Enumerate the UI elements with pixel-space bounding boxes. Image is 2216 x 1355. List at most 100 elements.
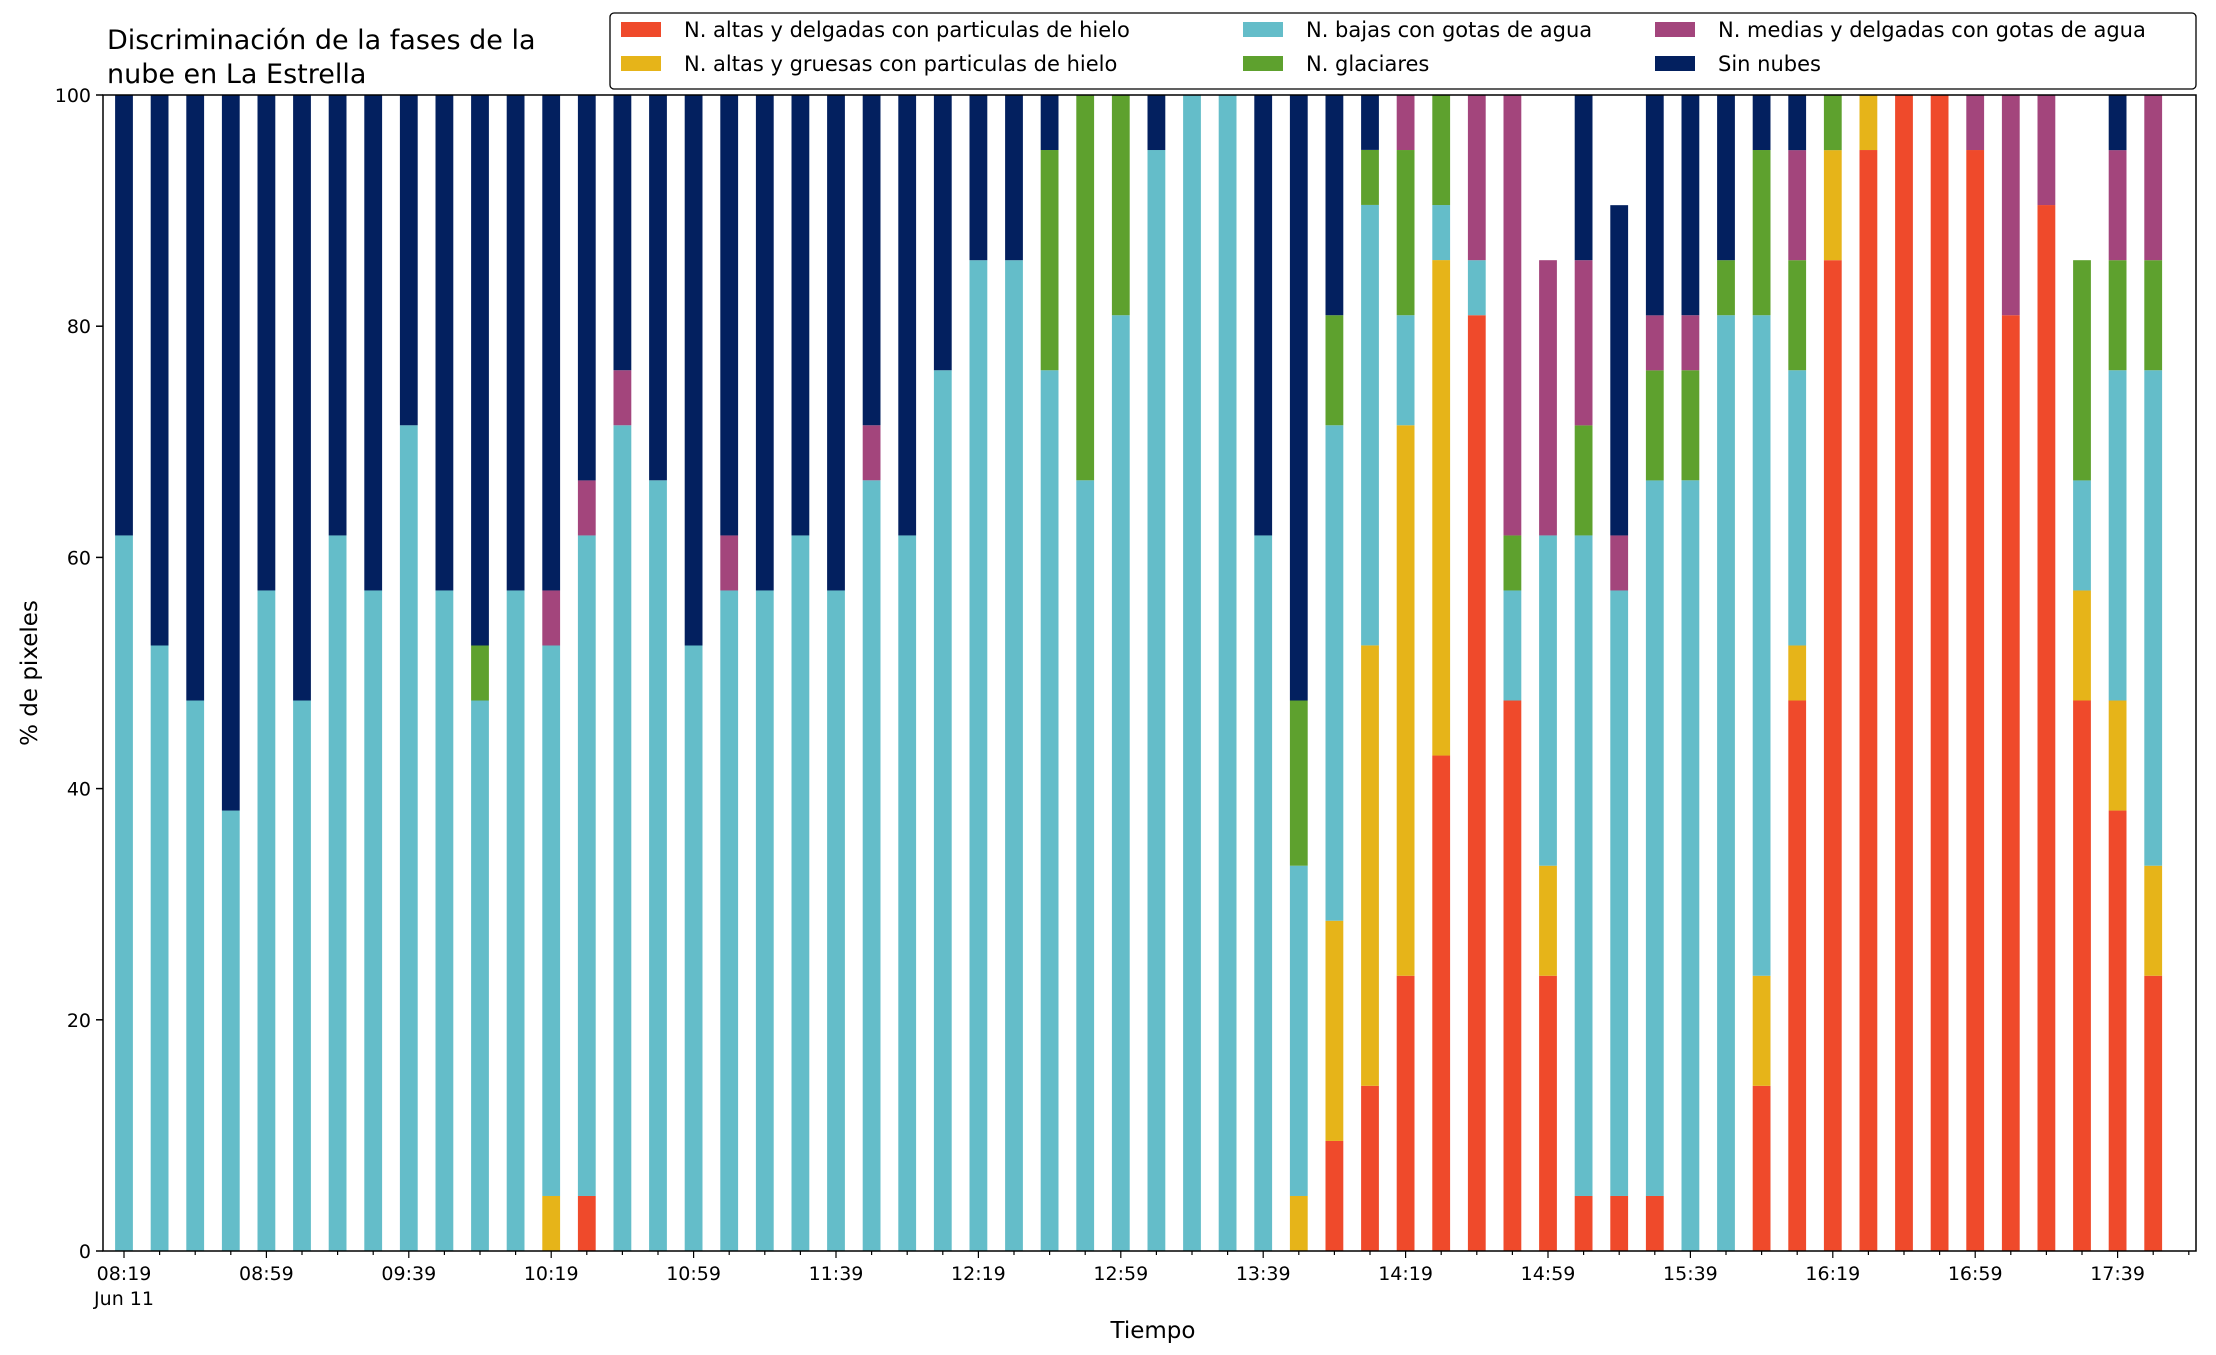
bar-segment-2-13 bbox=[577, 535, 596, 1196]
x-tick-label: 12:59 bbox=[1093, 1263, 1148, 1285]
legend-swatch-4 bbox=[1655, 22, 1695, 37]
bar-segment-0-42 bbox=[1610, 1195, 1629, 1251]
bar-segment-4-40 bbox=[1539, 260, 1557, 536]
bar-segment-2-36 bbox=[1396, 315, 1415, 426]
bar-segment-3-28 bbox=[1111, 95, 1130, 316]
bar-segment-1-40 bbox=[1539, 865, 1557, 976]
bar-segment-5-3 bbox=[221, 95, 240, 811]
bar-segment-2-9 bbox=[435, 590, 454, 1251]
bar-segment-5-35 bbox=[1361, 95, 1379, 150]
bar-segment-1-48 bbox=[1823, 150, 1842, 261]
bar-segment-5-1 bbox=[150, 95, 169, 646]
bar-segment-5-21 bbox=[862, 95, 881, 426]
bar-segment-3-44 bbox=[1681, 370, 1700, 481]
bar-segment-3-56 bbox=[2108, 260, 2127, 371]
bar-segment-2-27 bbox=[1076, 480, 1095, 1251]
bar-segment-2-22 bbox=[898, 535, 917, 1251]
bar-segment-5-9 bbox=[435, 95, 454, 591]
legend-swatch-2 bbox=[1243, 22, 1283, 37]
legend-label-4: N. medias y delgadas con gotas de agua bbox=[1718, 18, 2146, 42]
bar-segment-1-56 bbox=[2108, 700, 2127, 811]
legend-label-3: N. glaciares bbox=[1306, 52, 1429, 76]
bar-segment-5-18 bbox=[755, 95, 774, 591]
legend-swatch-5 bbox=[1655, 56, 1695, 71]
bar-segment-2-38 bbox=[1467, 260, 1486, 316]
bar-segment-2-8 bbox=[399, 425, 418, 1251]
legend-label-1: N. altas y gruesas con particulas de hie… bbox=[684, 52, 1117, 76]
bar-segment-2-37 bbox=[1432, 205, 1451, 261]
bar-segment-5-41 bbox=[1574, 95, 1593, 261]
bar-segment-3-41 bbox=[1574, 425, 1593, 536]
bar-segment-3-55 bbox=[2073, 260, 2091, 481]
bar-segment-5-32 bbox=[1254, 95, 1273, 536]
bar-segment-0-54 bbox=[2037, 205, 2056, 1251]
bar-segment-5-22 bbox=[898, 95, 917, 536]
bar-segment-2-31 bbox=[1218, 95, 1237, 1251]
bar-segment-2-19 bbox=[791, 535, 810, 1251]
bar-segment-4-42 bbox=[1610, 535, 1629, 591]
x-tick-label: 11:39 bbox=[809, 1263, 864, 1285]
bar-segment-2-1 bbox=[150, 645, 169, 1251]
bar-segment-5-13 bbox=[577, 95, 596, 481]
bar-segment-5-15 bbox=[649, 95, 667, 481]
bar-segment-5-10 bbox=[471, 95, 489, 646]
bar-segment-5-12 bbox=[542, 95, 561, 591]
bar-segment-4-36 bbox=[1396, 95, 1415, 151]
bar-segment-5-42 bbox=[1610, 205, 1629, 536]
bar-segment-3-45 bbox=[1717, 260, 1735, 316]
bar-segment-5-19 bbox=[791, 95, 810, 536]
bar-segment-0-37 bbox=[1432, 755, 1451, 1251]
bar-segment-1-33 bbox=[1289, 1195, 1308, 1251]
bar-segment-4-47 bbox=[1788, 150, 1807, 261]
legend-label-5: Sin nubes bbox=[1718, 52, 1821, 76]
bar-segment-0-53 bbox=[2001, 315, 2020, 1252]
legend-label-2: N. bajas con gotas de agua bbox=[1306, 18, 1592, 42]
y-tick-label: 40 bbox=[67, 779, 91, 801]
bar-segment-1-57 bbox=[2144, 865, 2163, 976]
bar-segment-4-57 bbox=[2144, 95, 2163, 261]
bar-segment-0-38 bbox=[1467, 315, 1486, 1252]
bar-segment-0-55 bbox=[2073, 700, 2091, 1251]
bar-segment-2-30 bbox=[1183, 95, 1201, 1251]
bar-segment-3-47 bbox=[1788, 260, 1807, 371]
bar-segment-1-55 bbox=[2073, 590, 2091, 701]
bar-segment-0-34 bbox=[1325, 1140, 1344, 1251]
bar-segment-1-12 bbox=[542, 1195, 561, 1251]
bar-segment-4-43 bbox=[1645, 315, 1664, 371]
bar-segment-3-36 bbox=[1396, 150, 1415, 316]
bar-segment-2-21 bbox=[862, 480, 881, 1251]
bar-segment-4-14 bbox=[613, 370, 632, 426]
bar-stack-group bbox=[115, 95, 2163, 1252]
bar-segment-5-43 bbox=[1645, 95, 1664, 316]
bar-segment-2-4 bbox=[257, 590, 276, 1251]
legend-swatch-3 bbox=[1243, 56, 1283, 71]
bar-segment-2-15 bbox=[649, 480, 667, 1251]
bar-segment-3-46 bbox=[1752, 150, 1771, 316]
x-tick-label: 16:59 bbox=[1948, 1263, 2003, 1285]
bar-segment-4-17 bbox=[720, 535, 739, 591]
bar-segment-5-44 bbox=[1681, 95, 1700, 316]
bar-segment-3-48 bbox=[1823, 95, 1842, 151]
bar-segment-0-36 bbox=[1396, 975, 1415, 1251]
bar-segment-0-47 bbox=[1788, 700, 1807, 1251]
x-tick-label: 16:19 bbox=[1805, 1263, 1860, 1285]
x-tick-label: 08:59 bbox=[239, 1263, 294, 1285]
bar-segment-5-5 bbox=[293, 95, 311, 701]
bar-segment-2-29 bbox=[1147, 150, 1166, 1251]
bar-segment-0-50 bbox=[1895, 95, 1913, 1251]
bar-segment-2-16 bbox=[684, 645, 703, 1251]
chart-title-line-2: nube en La Estrella bbox=[107, 59, 366, 90]
bar-segment-5-2 bbox=[186, 95, 205, 701]
bar-segment-5-24 bbox=[969, 95, 988, 261]
y-axis-title: % de pixeles bbox=[17, 600, 43, 746]
bar-segment-3-39 bbox=[1503, 535, 1522, 591]
bar-segment-3-33 bbox=[1289, 700, 1308, 866]
bar-segment-3-35 bbox=[1361, 149, 1379, 205]
bar-segment-0-56 bbox=[2108, 810, 2127, 1251]
bar-segment-1-36 bbox=[1396, 425, 1415, 976]
y-tick-label: 0 bbox=[79, 1241, 91, 1263]
plot-frame bbox=[102, 94, 2197, 1252]
bar-segment-4-41 bbox=[1574, 260, 1593, 426]
bar-segment-0-51 bbox=[1930, 95, 1949, 1251]
